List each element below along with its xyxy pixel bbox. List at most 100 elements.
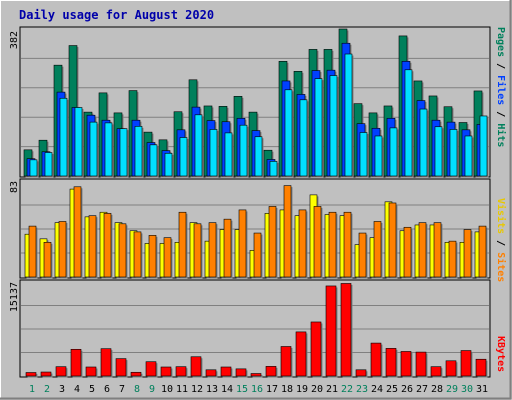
bar-kbytes-day-24	[370, 342, 382, 377]
bar-sites-day-23	[358, 232, 367, 278]
bar-pages-day-22	[344, 53, 353, 177]
panel-hits-bars	[23, 28, 489, 178]
bar-pages-day-9	[149, 144, 158, 177]
bar-sites-day-31	[478, 225, 487, 278]
x-tick-label: 18	[281, 384, 293, 395]
bar-pages-day-8	[134, 126, 143, 177]
bar-kbytes-day-28	[430, 366, 442, 377]
panel-kbytes-bars	[25, 283, 488, 378]
bar-sites-day-18	[283, 185, 292, 278]
bar-pages-day-13	[209, 129, 218, 177]
bar-kbytes-day-12	[190, 356, 202, 377]
panel-hits-max-label: 382	[9, 31, 20, 49]
bar-pages-day-31	[479, 115, 488, 177]
bar-sites-day-15	[238, 209, 247, 278]
x-tick-label: 7	[119, 384, 125, 395]
bar-pages-day-17	[269, 161, 278, 177]
bar-pages-day-2	[44, 152, 53, 177]
x-tick-label: 22	[341, 384, 353, 395]
bar-kbytes-day-21	[325, 285, 337, 377]
bar-sites-day-22	[343, 211, 352, 278]
x-tick-label: 11	[176, 384, 188, 395]
bar-kbytes-day-18	[280, 346, 292, 377]
panel-kbytes: 15137	[9, 279, 491, 378]
bar-sites-day-27	[418, 222, 427, 278]
legend-files-label: Files	[495, 75, 507, 105]
bar-pages-day-18	[284, 89, 293, 177]
bar-pages-day-15	[239, 124, 248, 177]
bar-sites-day-1	[28, 225, 37, 278]
bar-sites-day-26	[403, 226, 412, 278]
bar-sites-day-6	[103, 213, 112, 278]
bar-kbytes-day-13	[205, 369, 217, 377]
x-tick-label: 10	[161, 384, 173, 395]
legend-hits-panel: Pages / Files / Hits	[495, 27, 507, 147]
bar-sites-day-24	[373, 221, 382, 278]
x-tick-label: 21	[326, 384, 338, 395]
bar-sites-day-5	[88, 215, 97, 278]
bar-pages-day-23	[359, 132, 368, 177]
bar-sites-day-12	[193, 223, 202, 278]
legend-separator: /	[495, 234, 506, 252]
legend-kbytes-panel: KBytes	[495, 336, 506, 372]
bar-sites-day-11	[178, 211, 187, 278]
bar-pages-day-4	[74, 107, 83, 177]
panel-visits: 83	[9, 178, 491, 279]
bar-pages-day-27	[419, 108, 428, 177]
bar-pages-day-11	[179, 137, 188, 177]
x-tick-label: 17	[266, 384, 278, 395]
panel-hits: 382	[9, 26, 491, 178]
bar-kbytes-day-22	[340, 283, 352, 377]
bar-pages-day-6	[104, 122, 113, 177]
bar-kbytes-day-27	[415, 351, 427, 377]
bar-kbytes-day-5	[85, 366, 97, 377]
bar-sites-day-9	[148, 235, 157, 278]
bar-kbytes-day-7	[115, 358, 127, 377]
bar-kbytes-day-23	[355, 369, 367, 377]
x-tick-label: 5	[89, 384, 95, 395]
x-tick-label: 12	[191, 384, 203, 395]
bar-pages-day-10	[164, 152, 173, 177]
legend-visits-panel: Visits / Sites	[495, 198, 507, 282]
bar-sites-day-19	[298, 209, 307, 278]
legend-pages-label: Hits	[495, 123, 507, 147]
bar-pages-day-20	[314, 78, 323, 177]
bar-pages-day-29	[449, 129, 458, 177]
bar-kbytes-day-26	[400, 351, 412, 377]
x-tick-label: 30	[461, 384, 473, 395]
bar-pages-day-30	[464, 135, 473, 177]
bar-pages-day-16	[254, 136, 263, 177]
bar-pages-day-26	[404, 69, 413, 177]
bar-sites-day-8	[133, 231, 142, 278]
bar-kbytes-day-3	[55, 366, 67, 377]
bar-kbytes-day-9	[145, 361, 157, 377]
x-tick-label: 24	[371, 384, 383, 395]
x-tick-label: 28	[431, 384, 443, 395]
bar-kbytes-day-4	[70, 348, 82, 377]
bar-pages-day-14	[224, 132, 233, 177]
bar-kbytes-day-30	[460, 350, 472, 377]
legend-hits-label: Pages	[495, 27, 506, 57]
x-tick-label: 20	[311, 384, 323, 395]
bar-sites-day-4	[73, 186, 82, 278]
panel-visits-bars	[24, 185, 488, 279]
legend-sites-label: Sites	[495, 252, 507, 282]
legend-separator: /	[495, 105, 506, 123]
bar-kbytes-day-17	[265, 366, 277, 377]
chart-title: Daily usage for August 2020	[19, 8, 214, 22]
bar-kbytes-day-31	[475, 358, 487, 377]
x-tick-label: 23	[356, 384, 368, 395]
legend-kbytes-label: KBytes	[495, 336, 506, 372]
bar-kbytes-day-20	[310, 321, 322, 377]
bar-sites-day-25	[388, 202, 397, 278]
bar-kbytes-day-29	[445, 360, 457, 377]
bar-pages-day-21	[329, 75, 338, 177]
x-tick-label: 15	[236, 384, 248, 395]
legend-visits-label: Visits	[495, 198, 507, 234]
x-tick-label: 27	[416, 384, 428, 395]
bar-pages-day-12	[194, 114, 203, 177]
x-tick-label: 16	[251, 384, 263, 395]
panel-visits-max-label: 83	[9, 181, 20, 193]
bar-sites-day-30	[463, 229, 472, 278]
